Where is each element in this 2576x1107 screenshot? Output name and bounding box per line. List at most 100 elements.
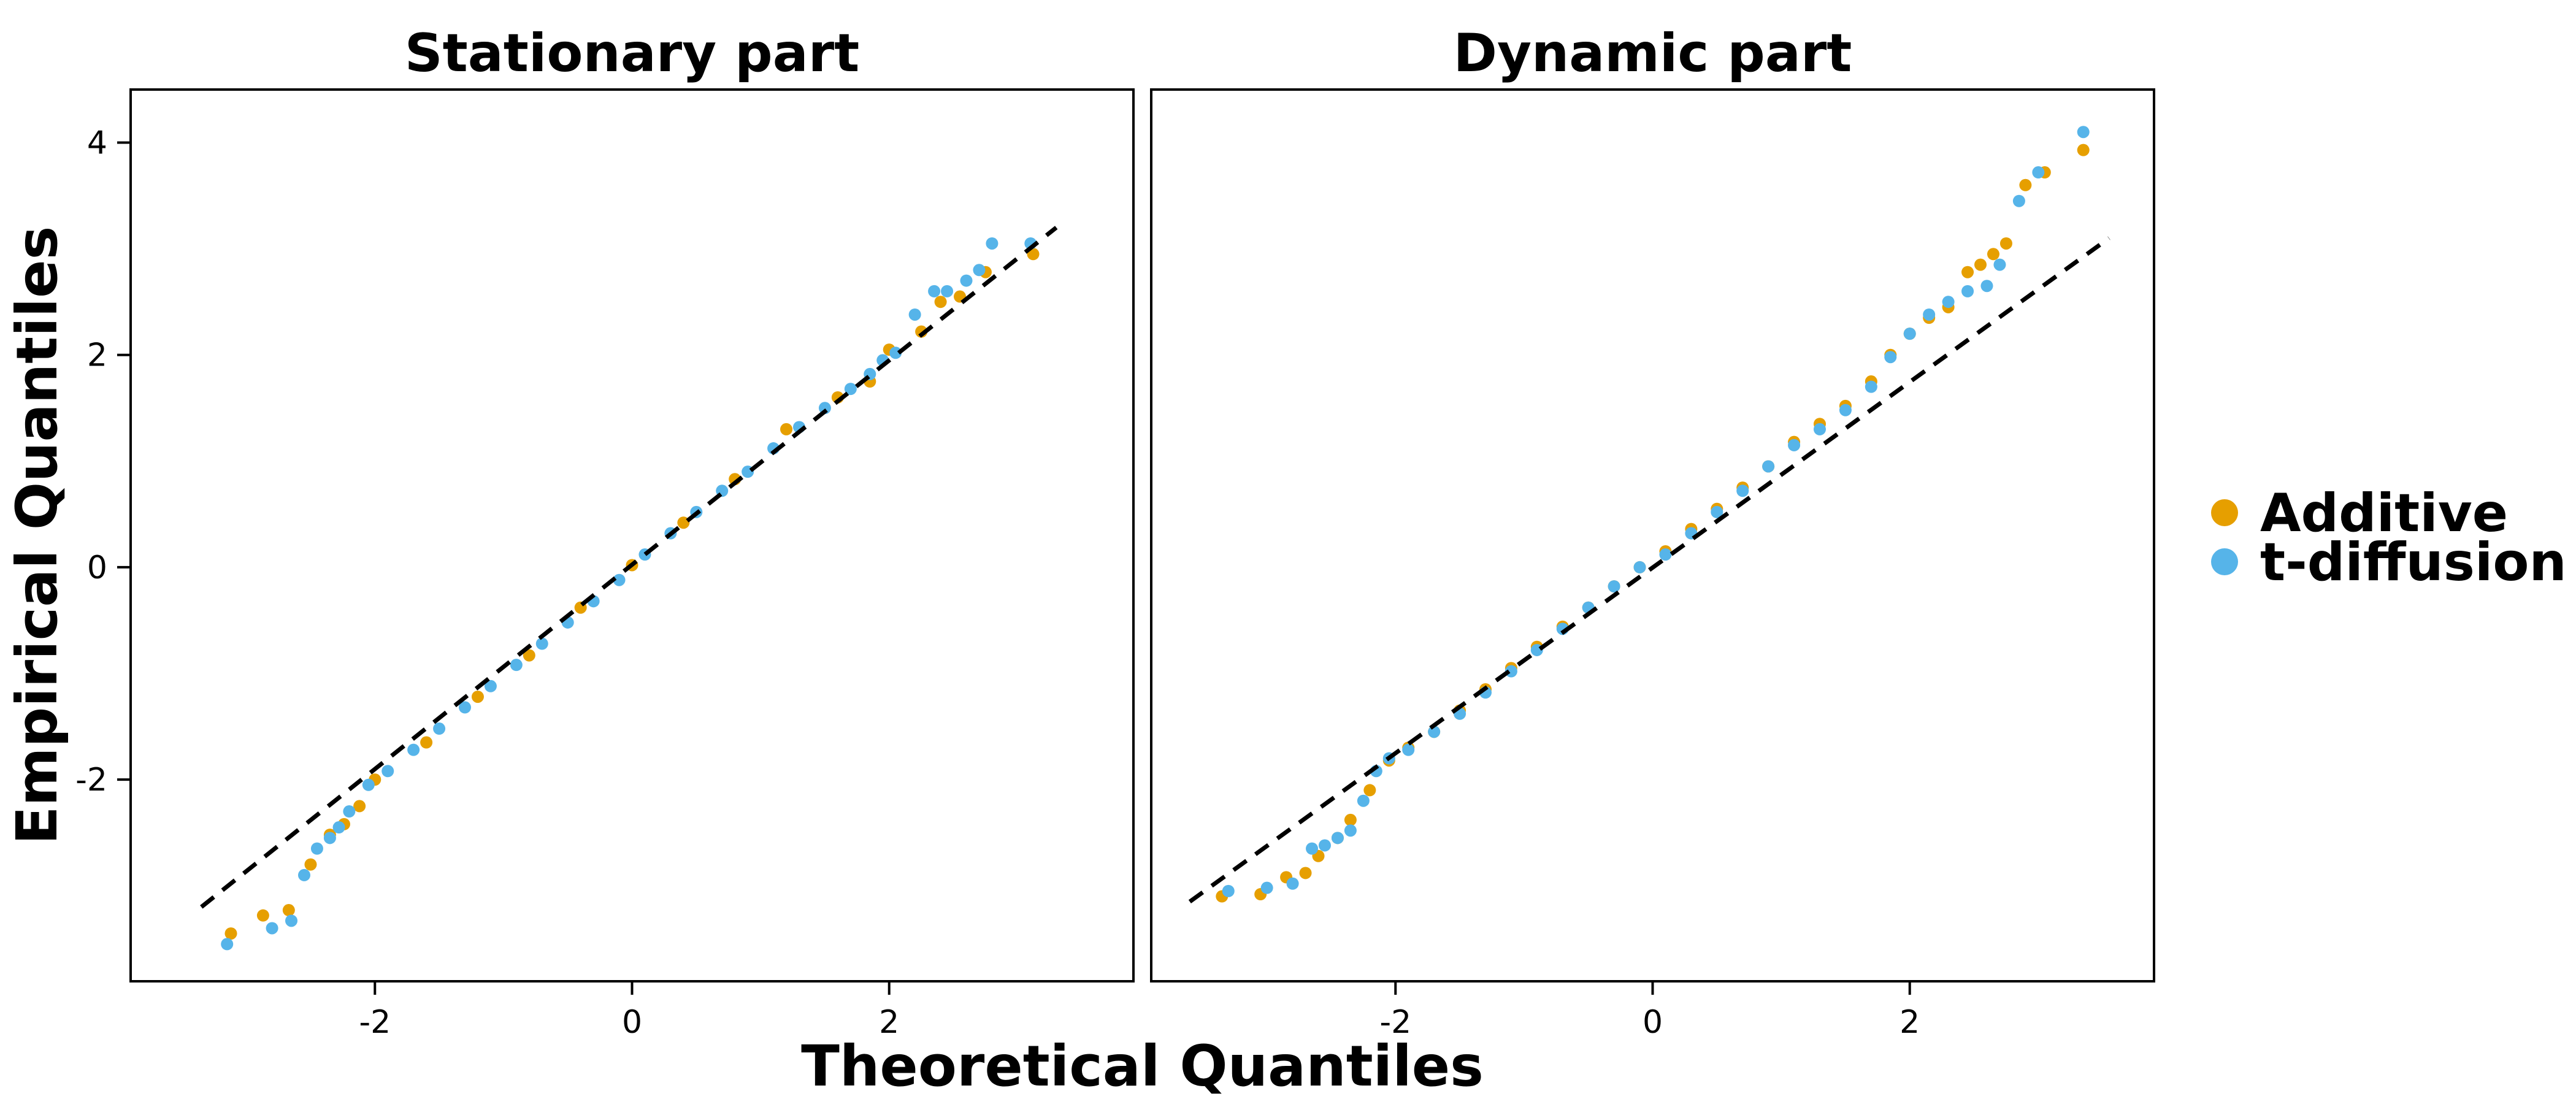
point-t-diffusion [1903, 328, 1916, 340]
point-t-diffusion [1402, 743, 1415, 756]
point-t-diffusion [844, 383, 857, 396]
point-additive [1999, 237, 2012, 250]
point-t-diffusion [407, 743, 420, 756]
point-t-diffusion [362, 778, 375, 791]
point-t-diffusion [973, 264, 986, 277]
panel-frame [1150, 88, 2155, 983]
x-tick-label: -2 [359, 1004, 391, 1041]
point-additive [1344, 813, 1357, 826]
point-t-diffusion [381, 765, 394, 778]
point-t-diffusion [1318, 839, 1331, 852]
point-t-diffusion [1357, 794, 1370, 807]
point-t-diffusion [1980, 280, 1993, 293]
point-t-diffusion [1331, 832, 1344, 845]
point-t-diffusion [889, 347, 902, 359]
point-additive [304, 858, 317, 871]
point-t-diffusion [1865, 380, 1877, 393]
panel-frame [129, 88, 1135, 983]
y-tick-label: 4 [87, 125, 107, 162]
point-t-diffusion [1788, 439, 1801, 451]
y-tick-label: 0 [87, 550, 107, 586]
point-t-diffusion [1942, 296, 1955, 308]
panel-title-dynamic: Dynamic part [1454, 23, 1852, 84]
x-tick-label: 0 [1643, 1004, 1663, 1041]
legend-label-additive: Additive [2260, 483, 2508, 544]
point-t-diffusion [960, 274, 973, 287]
point-t-diffusion [2032, 166, 2045, 179]
point-t-diffusion [2077, 126, 2090, 139]
point-t-diffusion [1736, 485, 1749, 497]
point-t-diffusion [535, 637, 548, 650]
point-t-diffusion [1344, 824, 1357, 837]
point-t-diffusion [310, 842, 323, 855]
point-t-diffusion [818, 402, 831, 415]
legend-marker-additive [2211, 499, 2238, 526]
point-t-diffusion [1306, 842, 1319, 855]
point-additive [1961, 266, 1974, 278]
point-additive [1299, 867, 1312, 879]
point-t-diffusion [908, 308, 921, 321]
point-additive [224, 927, 237, 940]
point-t-diffusion [1260, 881, 1273, 894]
point-t-diffusion [986, 237, 999, 250]
point-additive [282, 904, 295, 917]
point-additive [2019, 178, 2032, 191]
x-tick-label: 0 [622, 1004, 642, 1041]
series-additive [224, 248, 1040, 940]
point-additive [256, 909, 269, 922]
point-t-diffusion [1633, 561, 1646, 573]
legend-marker-t-diffusion [2211, 548, 2238, 575]
point-t-diffusion [1762, 460, 1775, 473]
point-t-diffusion [1961, 285, 1974, 297]
point-t-diffusion [221, 938, 234, 951]
legend: Additive t-diffusion [2211, 483, 2567, 593]
point-t-diffusion [459, 701, 471, 714]
point-t-diffusion [433, 722, 446, 735]
point-t-diffusion [928, 285, 941, 297]
point-t-diffusion [1993, 258, 2006, 271]
point-t-diffusion [332, 821, 345, 834]
x-axis-title: Theoretical Quantiles [801, 1033, 1484, 1099]
point-t-diffusion [1839, 404, 1852, 416]
point-t-diffusion [1711, 505, 1723, 518]
point-additive [780, 423, 793, 435]
panel-title-stationary: Stationary part [405, 23, 860, 84]
point-t-diffusion [285, 914, 298, 927]
point-t-diffusion [2012, 194, 2025, 207]
series-t-diffusion [221, 237, 1037, 951]
point-t-diffusion [1659, 548, 1672, 561]
point-t-diffusion [613, 573, 626, 586]
x-tick-label: 2 [879, 1004, 899, 1041]
point-additive [1987, 248, 1999, 261]
series-t-diffusion [1222, 126, 2090, 897]
point-additive [1363, 784, 1376, 797]
point-t-diffusion [941, 285, 954, 297]
point-additive [353, 800, 366, 813]
point-additive [471, 691, 484, 703]
reference-line [200, 226, 1058, 909]
point-t-diffusion [1222, 884, 1235, 897]
y-axis-title: Empirical Quantiles [4, 226, 70, 845]
point-t-diffusion [297, 868, 310, 881]
point-t-diffusion [323, 832, 336, 845]
point-t-diffusion [1814, 423, 1826, 435]
panel-0: -2 0 2 -2 0 2 4 [75, 88, 1135, 1041]
x-tick-label: -2 [1379, 1004, 1411, 1041]
point-additive [1974, 258, 1987, 271]
point-t-diffusion [1286, 877, 1299, 890]
point-t-diffusion [1923, 308, 1936, 321]
point-additive [2077, 144, 2090, 156]
reference-line [1188, 236, 2110, 904]
point-additive [523, 649, 535, 662]
y-tick-label: -2 [75, 762, 107, 799]
panel-1: -2 0 2 [1150, 88, 2155, 1041]
legend-label-t-diffusion: t-diffusion [2260, 532, 2567, 593]
point-t-diffusion [1884, 351, 1897, 364]
point-t-diffusion [1428, 726, 1441, 738]
y-tick-label: 2 [87, 337, 107, 374]
panels-layer: -2 0 2 -2 0 2 4 -2 0 2 [75, 88, 2155, 1041]
point-additive [934, 296, 947, 308]
x-tick-label: 2 [1899, 1004, 1920, 1041]
